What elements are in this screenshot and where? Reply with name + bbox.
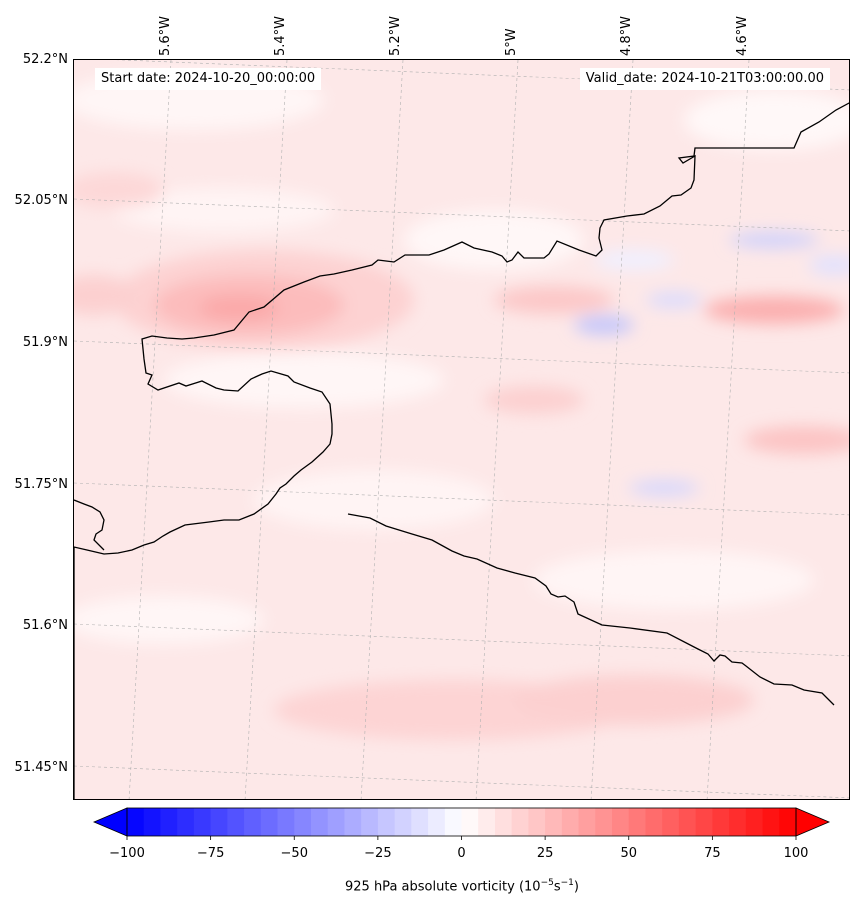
colorbar-segments — [127, 808, 797, 836]
colorbar-segment — [193, 808, 212, 836]
meridian-line — [128, 60, 172, 799]
colorbar-tick-label: −25 — [364, 846, 392, 861]
parallel-line — [74, 623, 849, 657]
coastline — [74, 102, 849, 799]
lat-label-52-05: 52.05°N — [14, 193, 68, 208]
valid-date-label: Valid_date: 2024-10-21T03:00:00.00 — [579, 68, 830, 90]
colorbar-segment — [645, 808, 663, 836]
coastline-detail — [74, 499, 105, 551]
meridian-line — [244, 60, 288, 799]
meridian-line — [590, 60, 634, 799]
colorbar-segment — [695, 808, 713, 836]
lat-label-52-2: 52.2°N — [22, 52, 68, 67]
colorbar-segment — [729, 808, 747, 836]
colorbar-segment — [545, 808, 563, 836]
colorbar-segment — [160, 808, 178, 836]
lon-label-5w: 5°W — [504, 28, 519, 56]
lat-label-51-75: 51.75°N — [14, 477, 68, 492]
meridian-line — [706, 60, 750, 799]
field-background — [74, 60, 849, 799]
colorbar-segment — [478, 808, 496, 836]
colorbar-segment — [712, 808, 730, 836]
colorbar-segment — [779, 808, 797, 836]
colorbar-segment — [294, 808, 312, 836]
colorbar-segment — [612, 808, 630, 836]
colorbar-segment — [762, 808, 780, 836]
lat-label-51-6: 51.6°N — [22, 618, 68, 633]
field-shading — [74, 70, 849, 740]
colorbar-ticks — [126, 836, 797, 840]
colorbar-segment — [127, 808, 145, 836]
meridian-line — [475, 60, 519, 799]
colorbar-segment — [344, 808, 362, 836]
colorbar-segment — [177, 808, 195, 836]
colorbar-segment — [244, 808, 262, 836]
vorticity-field — [74, 60, 849, 799]
colorbar-tick-label: 75 — [704, 846, 721, 861]
colorbar-extend-low — [92, 807, 128, 837]
meridian-line — [360, 60, 404, 799]
colorbar-extend-high — [795, 807, 831, 837]
colorbar-segment — [143, 808, 161, 836]
colorbar-segment — [444, 808, 462, 836]
colorbar-tick-label: 25 — [536, 846, 554, 861]
colorbar-tick-label: −75 — [196, 846, 225, 861]
colorbar-label: 925 hPa absolute vorticity (10−5s−1) — [345, 878, 579, 895]
colorbar-segment — [227, 808, 245, 836]
parallel-line — [74, 482, 849, 516]
start-date-label: Start date: 2024-10-20_00:00:00 — [95, 68, 322, 90]
colorbar-segment — [494, 808, 513, 836]
colorbar-tick-label: 100 — [783, 846, 809, 861]
parallel-line — [74, 198, 849, 232]
colorbar-segment — [662, 808, 680, 836]
colorbar-segment — [361, 808, 379, 836]
colorbar-segment — [210, 808, 228, 836]
colorbar-segment — [561, 808, 580, 836]
lon-label-5-6w: 5.6°W — [158, 15, 173, 56]
colorbar-tick-label: −100 — [109, 846, 145, 861]
colorbar-segment — [377, 808, 396, 836]
colorbar-tick-label: 50 — [620, 846, 638, 861]
parallel-line — [74, 765, 849, 799]
lon-label-4-6w: 4.6°W — [735, 15, 750, 56]
colorbar-segment — [745, 808, 764, 836]
parallel-line — [74, 340, 849, 374]
colorbar-segment — [628, 808, 646, 836]
colorbar-segment — [310, 808, 329, 836]
colorbar-segment — [511, 808, 529, 836]
lon-label-5-2w: 5.2°W — [388, 15, 403, 56]
colorbar-segment — [428, 808, 446, 836]
lat-label-51-45: 51.45°N — [14, 760, 68, 775]
colorbar-segment — [277, 808, 295, 836]
colorbar-segment — [578, 808, 596, 836]
colorbar-outline — [126, 807, 797, 837]
colorbar-segment — [595, 808, 613, 836]
lon-label-4-8w: 4.8°W — [619, 15, 634, 56]
colorbar-segment — [461, 808, 479, 836]
colorbar-segment — [678, 808, 697, 836]
map-panel — [73, 59, 850, 800]
colorbar-tick-label: −50 — [280, 846, 308, 861]
colorbar-segment — [411, 808, 429, 836]
lat-label-51-9: 51.9°N — [22, 335, 68, 350]
colorbar-segment — [394, 808, 412, 836]
colorbar-segment — [327, 808, 345, 836]
lon-label-5-4w: 5.4°W — [273, 15, 288, 56]
colorbar-segment — [528, 808, 546, 836]
colorbar-segment — [260, 808, 279, 836]
colorbar-tick-label: 0 — [457, 846, 466, 861]
